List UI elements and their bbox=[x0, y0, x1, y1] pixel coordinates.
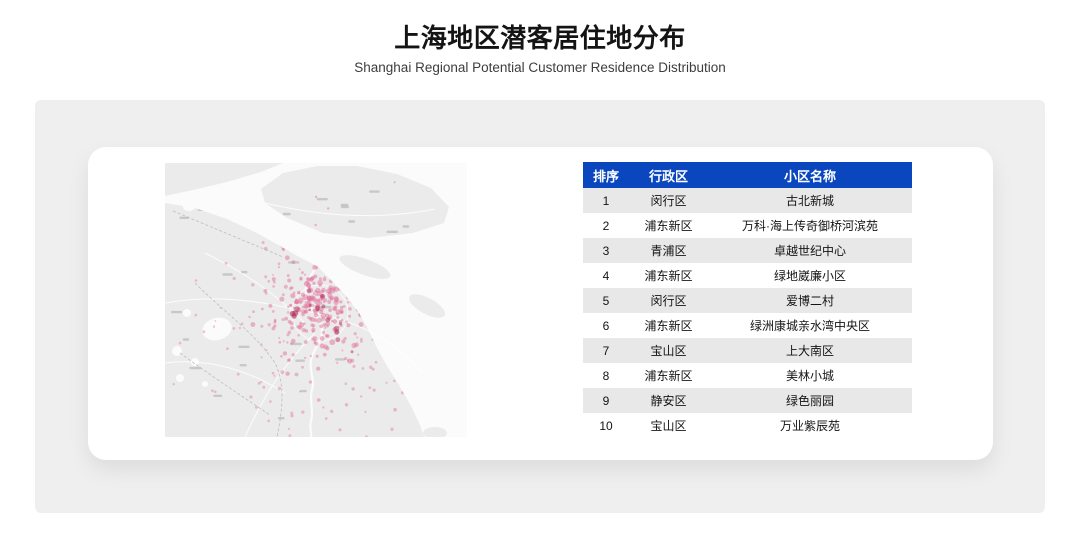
cell-community: 爱博二村 bbox=[708, 288, 912, 313]
cell-rank: 9 bbox=[583, 388, 630, 413]
page-title: 上海地区潜客居住地分布 bbox=[394, 23, 686, 53]
cell-district: 浦东新区 bbox=[629, 313, 708, 338]
cell-district: 浦东新区 bbox=[629, 263, 708, 288]
table-row: 5 闵行区 爱博二村 bbox=[583, 288, 912, 313]
map-lakes bbox=[172, 203, 232, 387]
header-row: 排序 行政区 小区名称 bbox=[583, 162, 912, 188]
cell-community: 古北新城 bbox=[708, 188, 912, 213]
ranking-table-head: 排序 行政区 小区名称 bbox=[583, 162, 912, 188]
cell-rank: 8 bbox=[583, 363, 630, 388]
cell-rank: 6 bbox=[583, 313, 630, 338]
cell-rank: 7 bbox=[583, 338, 630, 363]
cell-community: 绿色丽园 bbox=[708, 388, 912, 413]
table-row: 8 浦东新区 美林小城 bbox=[583, 363, 912, 388]
cell-rank: 4 bbox=[583, 263, 630, 288]
map-boundaries bbox=[172, 210, 284, 437]
map-dot-cluster bbox=[250, 255, 364, 376]
map-dot-cluster bbox=[294, 288, 354, 354]
content-panel: 排序 行政区 小区名称 1 闵行区 古北新城 2 浦东新区 万科·海上传奇御桥河滨苑 3 青浦… bbox=[35, 100, 1045, 513]
cell-community: 美林小城 bbox=[708, 363, 912, 388]
map-land bbox=[165, 163, 449, 437]
page-subtitle: Shanghai Regional Potential Customer Res… bbox=[354, 59, 726, 75]
cell-community: 绿地崴廉小区 bbox=[708, 263, 912, 288]
map-dot-cluster bbox=[289, 310, 299, 319]
map-dot-cluster bbox=[172, 274, 350, 418]
table-row: 10 宝山区 万业紫辰苑 bbox=[583, 413, 912, 438]
cell-rank: 3 bbox=[583, 238, 630, 263]
shanghai-map-image bbox=[165, 163, 467, 437]
ranking-table-wrap: 排序 行政区 小区名称 1 闵行区 古北新城 2 浦东新区 万科·海上传奇御桥河滨苑 3 青浦… bbox=[583, 162, 912, 438]
cell-district: 静安区 bbox=[629, 388, 708, 413]
cell-district: 青浦区 bbox=[629, 238, 708, 263]
content-card: 排序 行政区 小区名称 1 闵行区 古北新城 2 浦东新区 万科·海上传奇御桥河滨苑 3 青浦… bbox=[88, 147, 993, 460]
cell-district: 浦东新区 bbox=[629, 363, 708, 388]
cell-community: 绿洲康城亲水湾中央区 bbox=[708, 313, 912, 338]
table-row: 9 静安区 绿色丽园 bbox=[583, 388, 912, 413]
table-row: 3 青浦区 卓越世纪中心 bbox=[583, 238, 912, 263]
cell-community: 卓越世纪中心 bbox=[708, 238, 912, 263]
table-row: 1 闵行区 古北新城 bbox=[583, 188, 912, 213]
cell-community: 上大南区 bbox=[708, 338, 912, 363]
table-row: 7 宝山区 上大南区 bbox=[583, 338, 912, 363]
table-row: 4 浦东新区 绿地崴廉小区 bbox=[583, 263, 912, 288]
col-header-rank: 排序 bbox=[583, 162, 630, 188]
col-header-district: 行政区 bbox=[629, 162, 708, 188]
cell-community: 万科·海上传奇御桥河滨苑 bbox=[708, 213, 912, 238]
cell-rank: 1 bbox=[583, 188, 630, 213]
ranking-table: 排序 行政区 小区名称 1 闵行区 古北新城 2 浦东新区 万科·海上传奇御桥河滨苑 3 青浦… bbox=[583, 162, 912, 438]
cell-district: 宝山区 bbox=[629, 338, 708, 363]
cell-district: 浦东新区 bbox=[629, 213, 708, 238]
cell-district: 闵行区 bbox=[629, 288, 708, 313]
col-header-community: 小区名称 bbox=[708, 162, 912, 188]
cell-district: 宝山区 bbox=[629, 413, 708, 438]
cell-rank: 10 bbox=[583, 413, 630, 438]
shanghai-map-svg bbox=[165, 163, 467, 437]
cell-district: 闵行区 bbox=[629, 188, 708, 213]
ranking-table-body: 1 闵行区 古北新城 2 浦东新区 万科·海上传奇御桥河滨苑 3 青浦区 卓越世纪中心 4 浦东新区… bbox=[583, 188, 912, 438]
table-row: 6 浦东新区 绿洲康城亲水湾中央区 bbox=[583, 313, 912, 338]
cell-rank: 2 bbox=[583, 213, 630, 238]
table-row: 2 浦东新区 万科·海上传奇御桥河滨苑 bbox=[583, 213, 912, 238]
map-dot-cluster bbox=[194, 215, 416, 437]
cell-rank: 5 bbox=[583, 288, 630, 313]
cell-community: 万业紫辰苑 bbox=[708, 413, 912, 438]
